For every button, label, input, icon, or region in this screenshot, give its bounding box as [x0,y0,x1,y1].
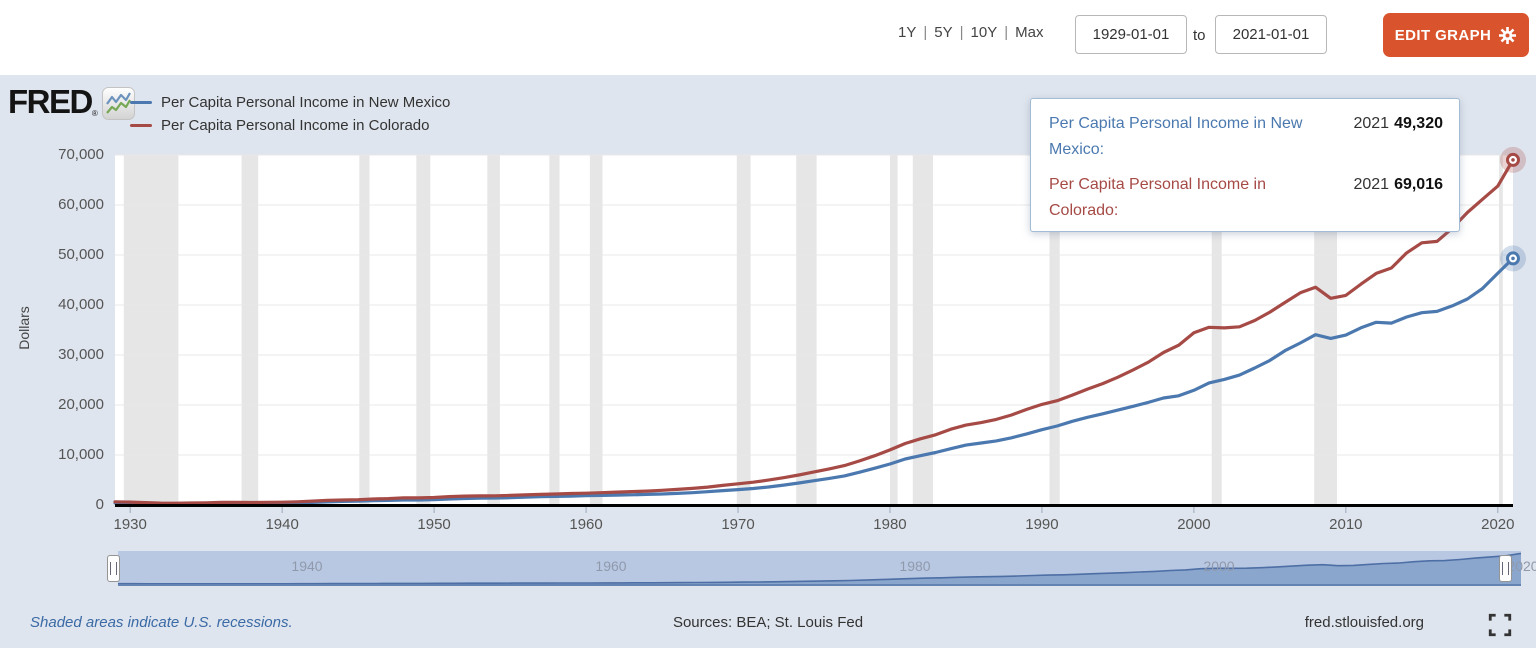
range-separator: | [923,24,928,41]
tooltip-series-label: Per Capita Personal Income in Colorado: [1049,176,1266,219]
recession-band [487,155,500,505]
x-tick-label: 1950 [417,516,451,533]
tooltip-year: 2021 [1353,176,1390,193]
y-tick-label: 0 [95,496,104,513]
y-axis-title: Dollars [16,306,32,350]
edit-graph-label: EDIT GRAPH [1394,26,1492,44]
range-links: 1Y | 5Y | 10Y | Max [898,24,1043,41]
range-separator: | [1004,24,1009,41]
recession-band [796,155,817,505]
date-to-input[interactable] [1215,15,1327,54]
recession-band [1211,155,1222,505]
slider-year-label: 1980 [899,558,931,574]
x-tick-label: 1930 [113,516,147,533]
y-tick-label: 60,000 [58,196,104,213]
x-tick-label: 1960 [569,516,603,533]
footer-sources: Sources: BEA; St. Louis Fed [672,614,864,631]
series-line-colorado [113,158,1515,505]
tooltip-value: 2021 69,016 [1353,172,1443,224]
legend-label: Per Capita Personal Income in Colorado [161,117,430,134]
x-tick-label: 1980 [873,516,907,533]
legend-swatch [130,123,152,128]
date-from-input[interactable] [1075,15,1187,54]
chart-tooltip: Per Capita Personal Income in New Mexico… [1030,98,1460,232]
slider-year-label: 1960 [595,558,627,574]
range-link-max[interactable]: Max [1015,24,1044,41]
recession-band [359,155,370,505]
handle-grip-icon [1502,562,1509,575]
range-slider[interactable]: 1940 1960 1980 2000 2020 [118,551,1536,586]
date-range-to-label: to [1193,27,1206,44]
handle-grip-icon [110,562,117,575]
chart-section: FRED ® Per Capita Personal Income in New… [0,75,1536,648]
x-tick-label: 1990 [1025,516,1059,533]
y-tick-label: 70,000 [58,146,104,163]
tooltip-amount: 69,016 [1394,176,1443,193]
fred-logo-text: FRED [8,83,93,120]
tooltip-series-label: Per Capita Personal Income in New Mexico… [1049,115,1303,158]
recession-band [589,155,603,505]
recession-band [912,155,933,505]
range-link-10y[interactable]: 10Y [970,24,998,41]
recession-band [890,155,898,505]
fred-logo: FRED ® [8,85,135,120]
slider-area-line [118,552,1521,584]
slider-year-label: 1940 [291,558,323,574]
recession-band [416,155,431,505]
recession-band [241,155,259,505]
recession-band [549,155,560,505]
legend: Per Capita Personal Income in New Mexico… [130,91,450,137]
chart-plot[interactable] [113,146,1526,518]
fullscreen-icon[interactable] [1487,612,1513,638]
x-tick-label: 2020 [1481,516,1515,533]
tooltip-row: Per Capita Personal Income in New Mexico… [1049,111,1443,163]
endpoint-marker-colorado [1500,146,1526,173]
x-tick-label: 2000 [1177,516,1211,533]
slider-year-label: 2000 [1203,558,1235,574]
y-tick-label: 20,000 [58,396,104,413]
y-tick-label: 40,000 [58,296,104,313]
legend-swatch [130,100,152,105]
range-link-1y[interactable]: 1Y [898,24,917,41]
legend-label: Per Capita Personal Income in New Mexico [161,94,451,111]
recession-band [1049,155,1060,505]
recession-band [123,155,179,505]
edit-graph-button[interactable]: EDIT GRAPH [1383,13,1529,57]
y-tick-label: 10,000 [58,446,104,463]
tooltip-value: 2021 49,320 [1353,111,1443,163]
footer-site-text: fred.stlouisfed.org [1304,614,1424,631]
gear-icon [1499,26,1517,44]
recession-band [1499,155,1503,505]
y-tick-label: 50,000 [58,246,104,263]
slider-handle-left[interactable] [107,555,120,582]
recession-note-link[interactable]: Shaded areas indicate U.S. recessions. [30,614,293,631]
x-tick-label: 2010 [1329,516,1363,533]
x-axis-line [115,504,1513,507]
slider-handle-right[interactable] [1499,555,1512,582]
slider-area-fill [118,553,1521,584]
registered-mark: ® [91,109,98,118]
tooltip-year: 2021 [1353,115,1390,132]
x-tick-label: 1940 [265,516,299,533]
recession-band [736,155,751,505]
endpoint-marker-new-mexico [1500,245,1526,272]
topbar: 1Y | 5Y | 10Y | Max to EDIT GRAPH [0,0,1536,75]
legend-item: Per Capita Personal Income in Colorado [130,114,450,137]
range-separator: | [959,24,964,41]
y-tick-label: 30,000 [58,346,104,363]
tooltip-row: Per Capita Personal Income in Colorado: 2… [1049,172,1443,224]
x-tick-label: 1970 [721,516,755,533]
slider-year-label: 2020 [1507,558,1536,574]
recession-band [1314,155,1337,505]
tooltip-amount: 49,320 [1394,115,1443,132]
fred-logo-chart-icon [101,87,135,120]
slider-area-chart [118,552,1521,584]
range-link-5y[interactable]: 5Y [934,24,953,41]
legend-item: Per Capita Personal Income in New Mexico [130,91,450,114]
